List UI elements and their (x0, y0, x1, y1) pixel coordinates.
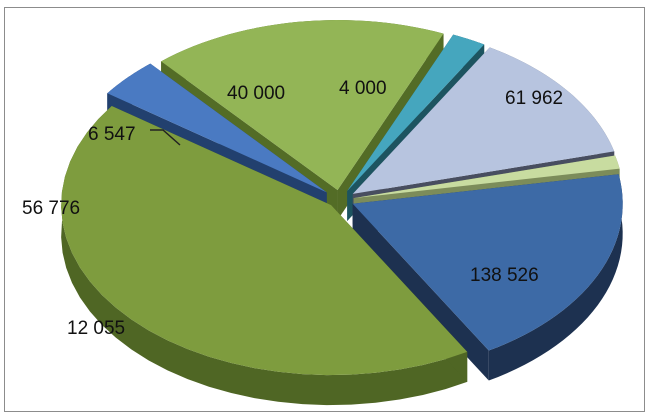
pie-slice-top-2 (61, 106, 468, 376)
pie-slices (61, 20, 623, 406)
pie-slice-top-4 (161, 20, 444, 191)
pie-slice-side-1 (488, 174, 623, 381)
pie-labels: 61 962 138 526 12 055 56 776 6 547 40 000 4 00… (22, 78, 563, 339)
data-label-3: 12 055 (67, 318, 125, 339)
data-label-6: 40 000 (227, 83, 285, 104)
pie-slice-face-1-1 (352, 203, 489, 381)
pie-slice-top-7 (353, 155, 620, 199)
pie-slice-2 (61, 106, 468, 406)
pie-slice-top-3 (107, 63, 327, 193)
data-label-2: 138 526 (470, 265, 539, 286)
data-label-7: 4 000 (339, 78, 387, 99)
data-label-5: 6 547 (88, 124, 136, 145)
data-label-4: 56 776 (22, 198, 80, 219)
leader-line (150, 129, 181, 146)
data-label-1: 61 962 (505, 88, 563, 109)
pie-slice-top-5 (347, 34, 485, 192)
pie-slice-top-6 (352, 47, 615, 194)
pie-slice-top-1 (352, 174, 623, 351)
pie-slice-1 (352, 174, 623, 381)
